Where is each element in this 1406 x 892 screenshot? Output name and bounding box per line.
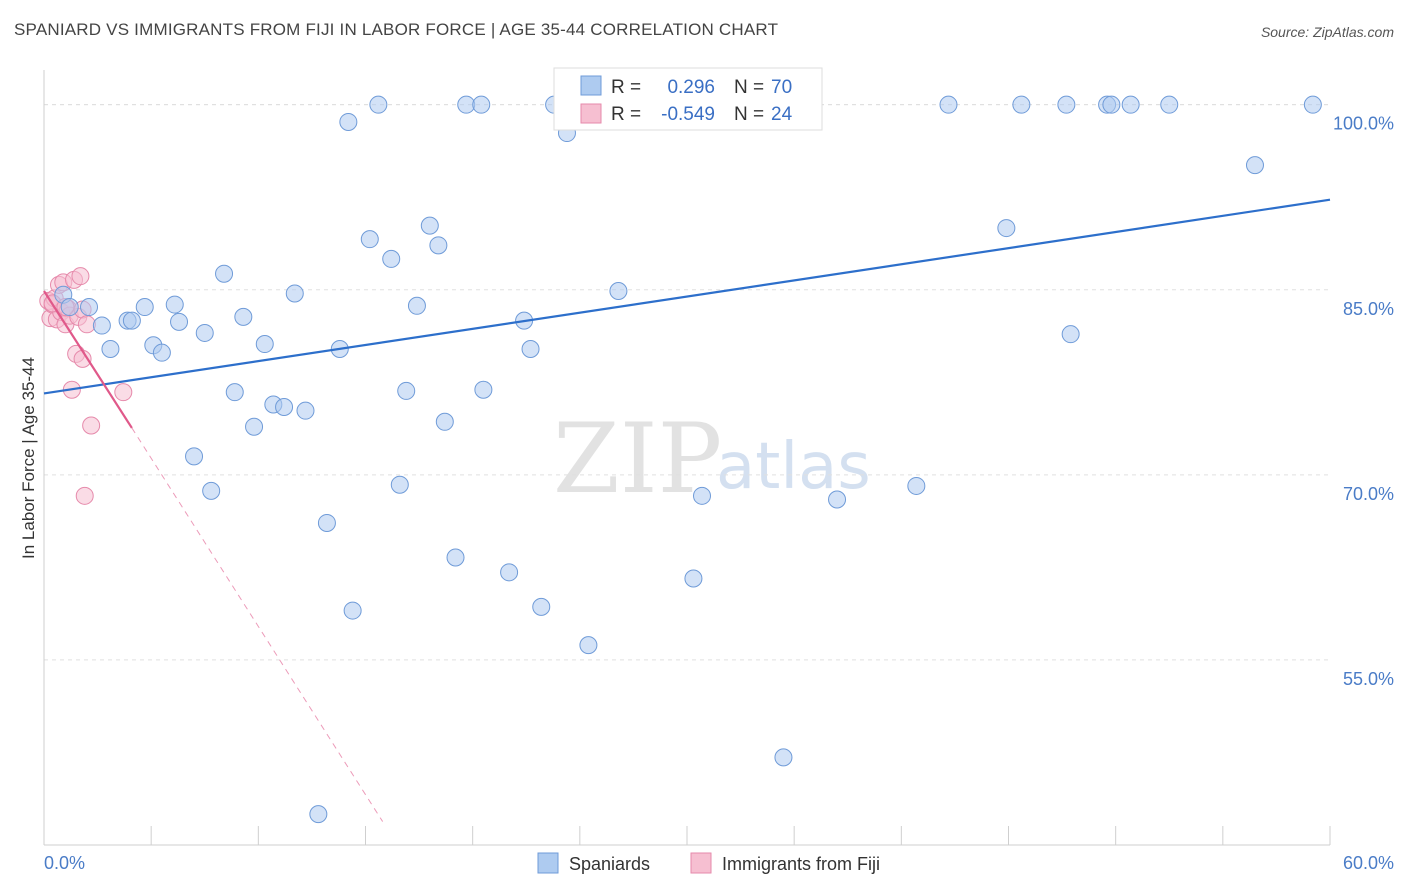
spaniard-point [390, 475, 409, 494]
legend-r-value-1: 0.296 [667, 77, 715, 98]
spaniard-point [532, 597, 551, 616]
bottom-legend-label-fiji: Immigrants from Fiji [722, 854, 880, 874]
spaniard-point [435, 412, 454, 431]
spaniard-point [1012, 95, 1031, 114]
y-axis-label: In Labor Force | Age 35-44 [19, 357, 38, 559]
legend-swatch-fiji [580, 103, 602, 124]
spaniard-point [170, 312, 189, 331]
spaniard-point [407, 296, 426, 315]
spaniard-point [684, 569, 703, 588]
spaniard-point [215, 264, 234, 283]
spaniard-point [420, 216, 439, 235]
spaniard-point [165, 295, 184, 314]
spaniard-point [397, 381, 416, 400]
spaniard-point [285, 284, 304, 303]
source-label: Source: ZipAtlas.com [1260, 24, 1394, 40]
legend-n-label-2: N = [734, 104, 764, 125]
spaniard-point [135, 298, 154, 317]
spaniard-point [429, 236, 448, 255]
spaniard-point [195, 323, 214, 342]
y-tick-label: 55.0% [1343, 669, 1394, 689]
spaniard-point [92, 316, 111, 335]
y-tick-label: 100.0% [1333, 114, 1394, 134]
spaniard-point [382, 249, 401, 268]
spaniard-point [1057, 95, 1076, 114]
bottom-legend-swatch-spaniards [537, 852, 559, 874]
spaniard-point [360, 230, 379, 249]
spaniard-point [234, 307, 253, 326]
legend-n-label-1: N = [734, 77, 764, 98]
spaniard-point [185, 447, 204, 466]
bottom-legend-label-spaniards: Spaniards [569, 854, 650, 874]
spaniard-point [521, 339, 540, 358]
spaniard-point [255, 335, 274, 354]
spaniard-point [774, 748, 793, 767]
spaniard-point [317, 513, 336, 532]
spaniard-point [474, 380, 493, 399]
fiji-trend-line [43, 290, 133, 429]
spaniard-point [60, 298, 79, 317]
spaniard-point [1061, 325, 1080, 344]
legend-n-value-1: 70 [771, 77, 792, 98]
series-legend: Spaniards Immigrants from Fiji [537, 852, 880, 874]
fiji-point [82, 416, 101, 435]
legend-r-label-1: R = [611, 77, 641, 98]
spaniard-point [309, 805, 328, 824]
spaniard-point [472, 95, 491, 114]
spaniard-point [1121, 95, 1140, 114]
spaniard-point [457, 95, 476, 114]
spaniard-point [225, 383, 244, 402]
spaniard-points [54, 95, 1322, 824]
legend-r-value-2: -0.549 [661, 104, 715, 125]
x-tick-label-min: 0.0% [44, 853, 85, 873]
spaniard-point [500, 563, 519, 582]
spaniard-point [369, 95, 388, 114]
spaniard-point [1102, 95, 1121, 114]
chart-title: SPANIARD VS IMMIGRANTS FROM FIJI IN LABO… [14, 20, 779, 39]
bottom-legend-swatch-fiji [690, 852, 712, 874]
x-ticks [43, 826, 1331, 845]
fiji-point [75, 486, 94, 505]
spaniard-point [339, 112, 358, 131]
y-tick-label: 70.0% [1343, 484, 1394, 504]
spaniard-point [275, 397, 294, 416]
spaniard-point [101, 339, 120, 358]
spaniard-point [907, 476, 926, 495]
spaniard-point [446, 548, 465, 567]
fiji-trend-extension [131, 427, 384, 822]
spaniard-point [1245, 156, 1264, 175]
spaniard-point [579, 636, 598, 655]
watermark-atlas: atlas [716, 430, 871, 504]
fiji-point [114, 383, 133, 402]
spaniard-point [609, 281, 628, 300]
spaniard-point [202, 481, 221, 500]
legend-r-label-2: R = [611, 104, 641, 125]
spaniard-point [245, 417, 264, 436]
y-tick-label: 85.0% [1343, 299, 1394, 319]
spaniard-trend-line [43, 198, 1331, 395]
legend-n-value-2: 24 [771, 104, 793, 125]
spaniard-point [939, 95, 958, 114]
spaniard-point [80, 298, 99, 317]
x-tick-label-max: 60.0% [1343, 853, 1394, 873]
legend-swatch-spaniards [580, 75, 602, 96]
spaniard-point [1160, 95, 1179, 114]
spaniard-point [122, 311, 141, 330]
trend-lines [43, 198, 1331, 822]
correlation-legend: R = 0.296 N = 70 R = -0.549 N = 24 [553, 67, 823, 131]
spaniard-point [693, 486, 712, 505]
spaniard-point [828, 490, 847, 509]
spaniard-point [997, 219, 1016, 238]
spaniard-point [1303, 95, 1322, 114]
spaniard-point [152, 343, 171, 362]
spaniard-point [343, 601, 362, 620]
spaniard-point [296, 401, 315, 420]
y-tick-labels: 55.0% 70.0% 85.0% 100.0% [1333, 114, 1394, 689]
fiji-point [77, 315, 96, 334]
fiji-point [71, 267, 90, 286]
